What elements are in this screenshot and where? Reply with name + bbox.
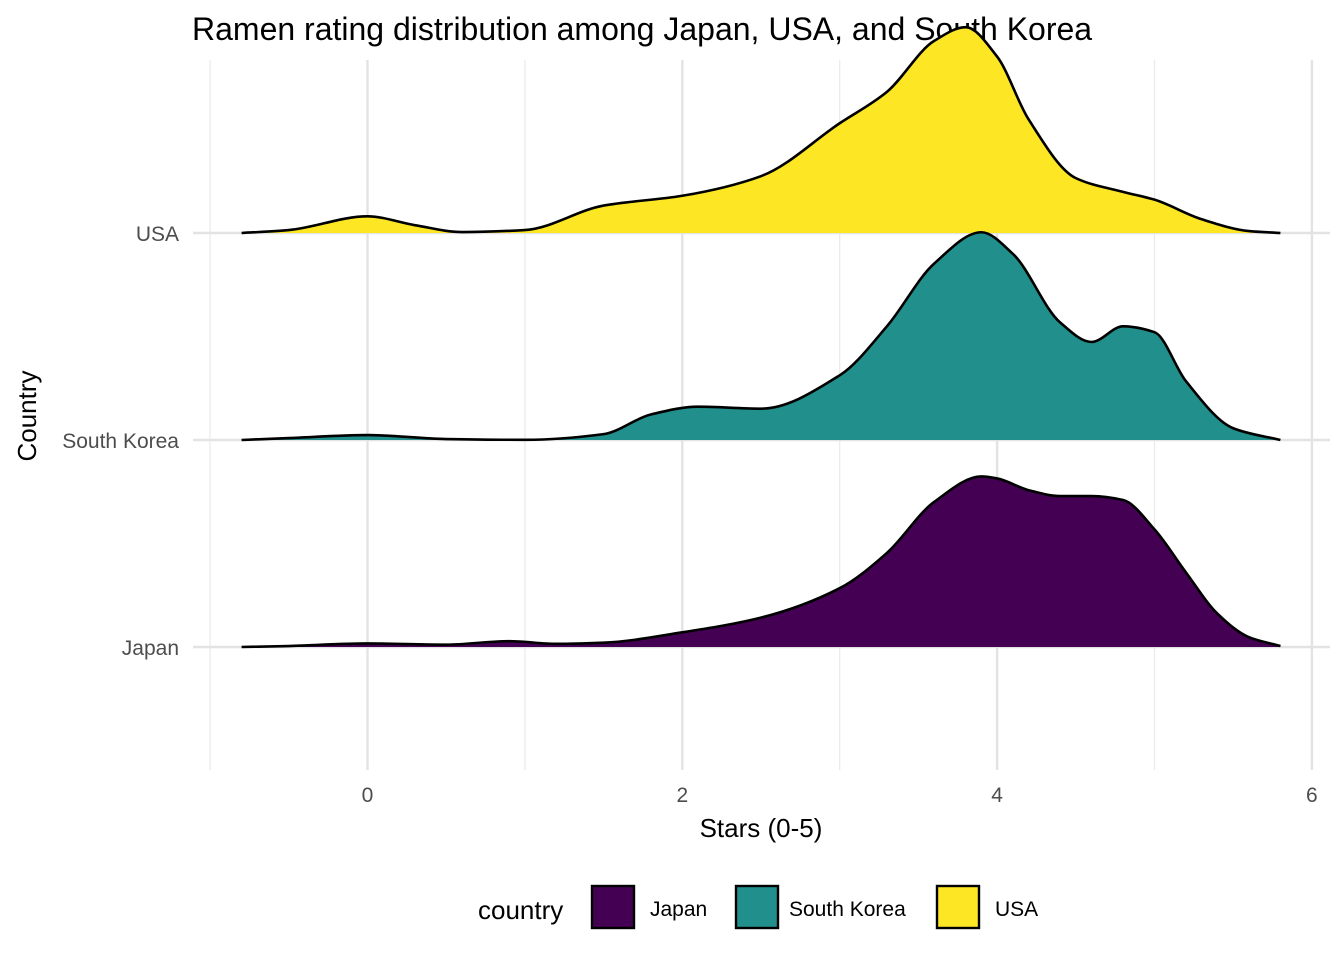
y-axis-ticks: Japan South Korea USA bbox=[62, 223, 179, 660]
ridge-usa bbox=[241, 25, 1281, 235]
x-axis-title: Stars (0-5) bbox=[700, 813, 823, 843]
x-tick-label: 0 bbox=[362, 784, 374, 807]
legend-key-south-korea bbox=[734, 884, 780, 930]
y-tick-label: USA bbox=[136, 223, 179, 246]
legend-label: South Korea bbox=[789, 898, 906, 921]
ridge-outline bbox=[241, 475, 1281, 649]
ridge-japan bbox=[241, 475, 1281, 649]
legend-label: USA bbox=[995, 898, 1038, 921]
legend: country Japan South Korea USA bbox=[478, 884, 1038, 930]
ridge-outline bbox=[241, 25, 1281, 235]
ridge-area bbox=[241, 476, 1281, 647]
x-tick-label: 4 bbox=[991, 784, 1003, 807]
y-tick-label: South Korea bbox=[62, 430, 179, 453]
ridge-south-korea bbox=[241, 230, 1281, 442]
ridge-area bbox=[241, 232, 1281, 440]
density-ridges bbox=[241, 25, 1281, 649]
legend-key-japan bbox=[590, 884, 636, 930]
ridge-outline bbox=[241, 230, 1281, 442]
legend-key-usa bbox=[935, 884, 981, 930]
legend-title: country bbox=[478, 895, 563, 925]
legend-label: Japan bbox=[650, 898, 707, 921]
x-axis-ticks: 0 2 4 6 bbox=[362, 784, 1318, 807]
y-tick-label: Japan bbox=[122, 637, 179, 660]
y-axis-title: Country bbox=[12, 370, 42, 461]
ridge-area bbox=[241, 27, 1281, 234]
x-tick-label: 2 bbox=[676, 784, 688, 807]
x-tick-label: 6 bbox=[1306, 784, 1318, 807]
